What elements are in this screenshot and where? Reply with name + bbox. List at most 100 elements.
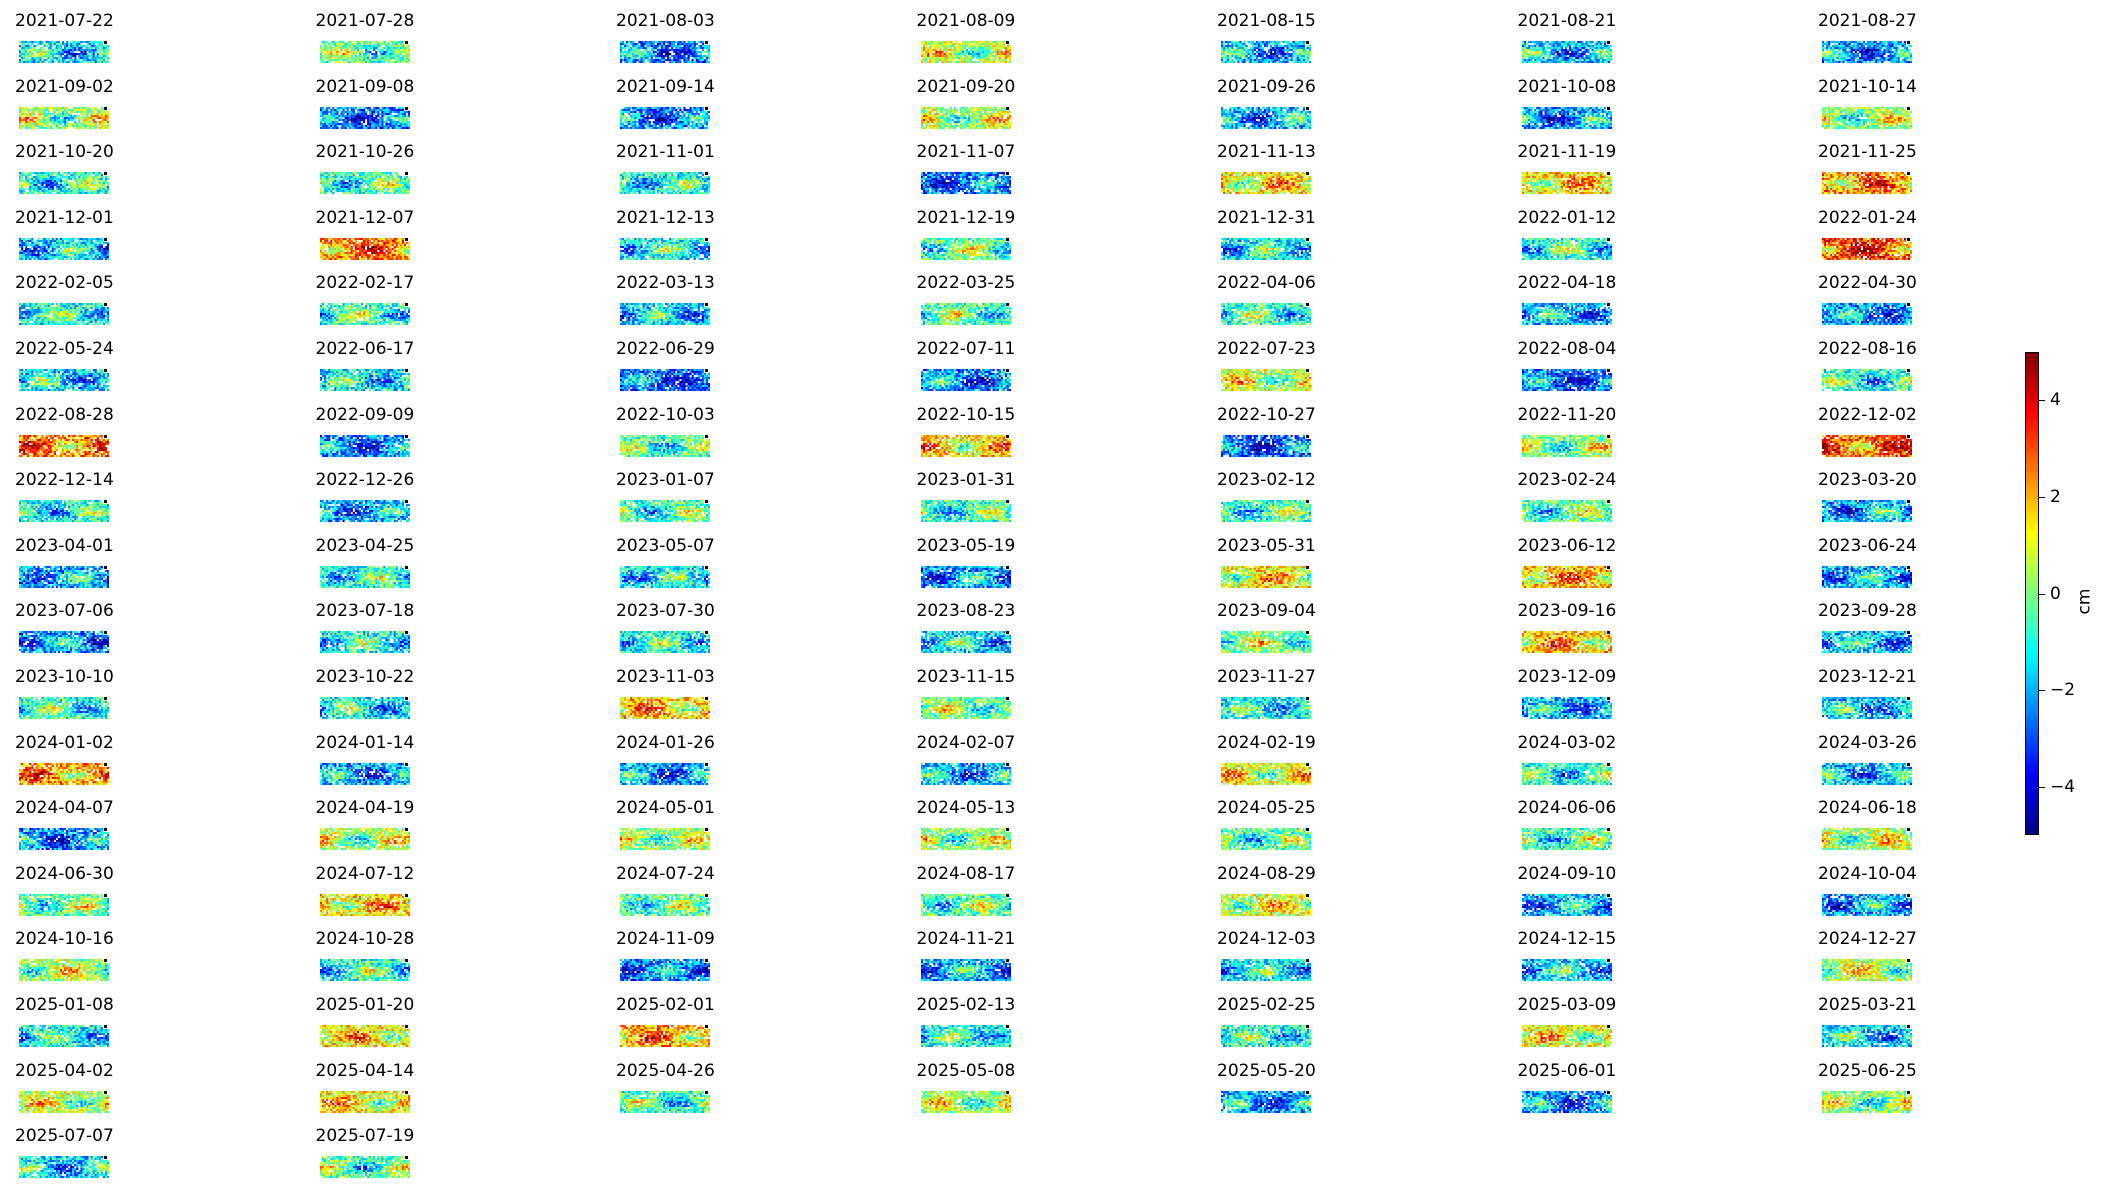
panel-2021-07-28: 2021-07-28 — [301, 0, 541, 63]
heatmap-cell — [650, 114, 653, 117]
heatmap-cell — [376, 106, 379, 109]
heatmap-cell — [1286, 59, 1289, 62]
heatmap-cell — [1268, 116, 1271, 119]
heatmap-cell — [1268, 122, 1271, 125]
heatmap-cell — [620, 59, 623, 62]
heatmap-cell — [370, 47, 373, 50]
heatmap-cell — [961, 114, 964, 117]
heatmap-cell — [650, 106, 653, 109]
heatmap-cell — [977, 55, 980, 58]
heatmap-cell — [346, 124, 349, 127]
heatmap-cell — [636, 45, 639, 48]
heatmap-cell — [626, 108, 629, 111]
heatmap-cell — [638, 61, 641, 63]
heatmap-cell — [29, 120, 32, 123]
heatmap-cell — [29, 122, 32, 125]
heatmap-cell — [622, 120, 625, 123]
heatmap-cell — [1597, 53, 1600, 56]
heatmap-cell — [705, 118, 709, 121]
heatmap-cell — [37, 126, 40, 129]
heatmap-cell — [354, 43, 357, 46]
heatmap-cell — [679, 49, 682, 52]
heatmap-cell — [1302, 112, 1305, 115]
heatmap-cell — [1229, 114, 1232, 117]
heatmap-cell — [374, 118, 377, 121]
heatmap-cell — [90, 124, 93, 127]
heatmap-cell — [384, 118, 388, 121]
heatmap-cell — [679, 45, 682, 48]
heatmap-cell — [1828, 45, 1831, 48]
heatmap-cell — [337, 51, 341, 54]
heatmap-cell — [53, 114, 56, 117]
heatmap-cell — [78, 122, 81, 125]
heatmap-cell — [1253, 118, 1256, 121]
heatmap-cell — [990, 59, 993, 62]
heatmap-cell — [78, 116, 81, 119]
heatmap-cell — [685, 57, 688, 60]
heatmap-cell — [679, 118, 682, 121]
heatmap-cell — [667, 59, 670, 62]
heatmap-cell — [1554, 41, 1557, 44]
heatmap-cell — [1603, 55, 1606, 58]
heatmap-cell — [1597, 59, 1600, 62]
heatmap-cell — [23, 106, 26, 109]
heatmap-cell — [998, 51, 1001, 54]
heatmap-cell — [928, 49, 931, 52]
heatmap-cell — [683, 59, 686, 62]
heatmap-cell — [681, 49, 684, 52]
heatmap-cell — [19, 110, 22, 113]
heatmap-cell — [64, 43, 67, 46]
heatmap-cell — [632, 108, 635, 111]
heatmap-cell — [1901, 53, 1904, 56]
heatmap-cell — [1568, 53, 1571, 56]
heatmap-cell — [88, 47, 91, 50]
heatmap-cell — [1877, 51, 1880, 54]
heatmap-cell — [1274, 120, 1277, 123]
heatmap-cell — [977, 124, 980, 127]
heatmap-cell — [1586, 45, 1590, 48]
heatmap-cell — [660, 118, 664, 121]
heatmap-cell — [928, 57, 931, 60]
heatmap-cell — [376, 61, 379, 63]
heatmap-cell — [104, 51, 108, 54]
heatmap-cell — [1223, 55, 1226, 58]
heatmap-cell — [92, 108, 95, 111]
heatmap-cell — [1593, 53, 1596, 56]
heatmap-cell — [399, 116, 402, 119]
heatmap-cell — [393, 47, 396, 50]
heatmap-cell — [35, 59, 38, 62]
heatmap-cell — [636, 55, 639, 58]
heatmap-cell — [344, 126, 347, 129]
heatmap-cell — [346, 106, 349, 109]
heatmap-cell — [358, 114, 361, 117]
heatmap-cell — [1284, 45, 1287, 48]
heatmap-cell — [1237, 57, 1240, 60]
heatmap-cell — [358, 61, 361, 63]
heatmap-cell — [634, 59, 637, 62]
heatmap-cell — [88, 124, 91, 127]
heatmap-cell — [1537, 45, 1541, 48]
heatmap-cell — [934, 43, 937, 46]
heatmap-cell — [98, 110, 101, 113]
heatmap-cell — [656, 114, 659, 117]
heatmap-cell — [27, 108, 30, 111]
heatmap-cell — [1535, 57, 1538, 60]
heatmap-cell — [1879, 61, 1882, 63]
heatmap-cell — [693, 43, 696, 46]
heatmap-cell — [59, 106, 63, 109]
heatmap-cell — [630, 110, 633, 113]
heatmap-cell — [1842, 49, 1845, 52]
heatmap-cell — [1241, 108, 1244, 111]
heatmap-cell — [975, 112, 978, 115]
heatmap-cell — [1008, 57, 1011, 60]
heatmap-cell — [930, 43, 933, 46]
heatmap-cell — [1292, 51, 1295, 54]
heatmap-cell — [37, 112, 40, 115]
heatmap-cell — [23, 55, 26, 58]
heatmap-cell — [1235, 114, 1238, 117]
heatmap-cell — [622, 124, 625, 127]
heatmap-cell — [1245, 112, 1248, 115]
heatmap-cell — [1221, 57, 1224, 60]
heatmap-cell — [43, 43, 46, 46]
heatmap-cell — [660, 124, 664, 127]
